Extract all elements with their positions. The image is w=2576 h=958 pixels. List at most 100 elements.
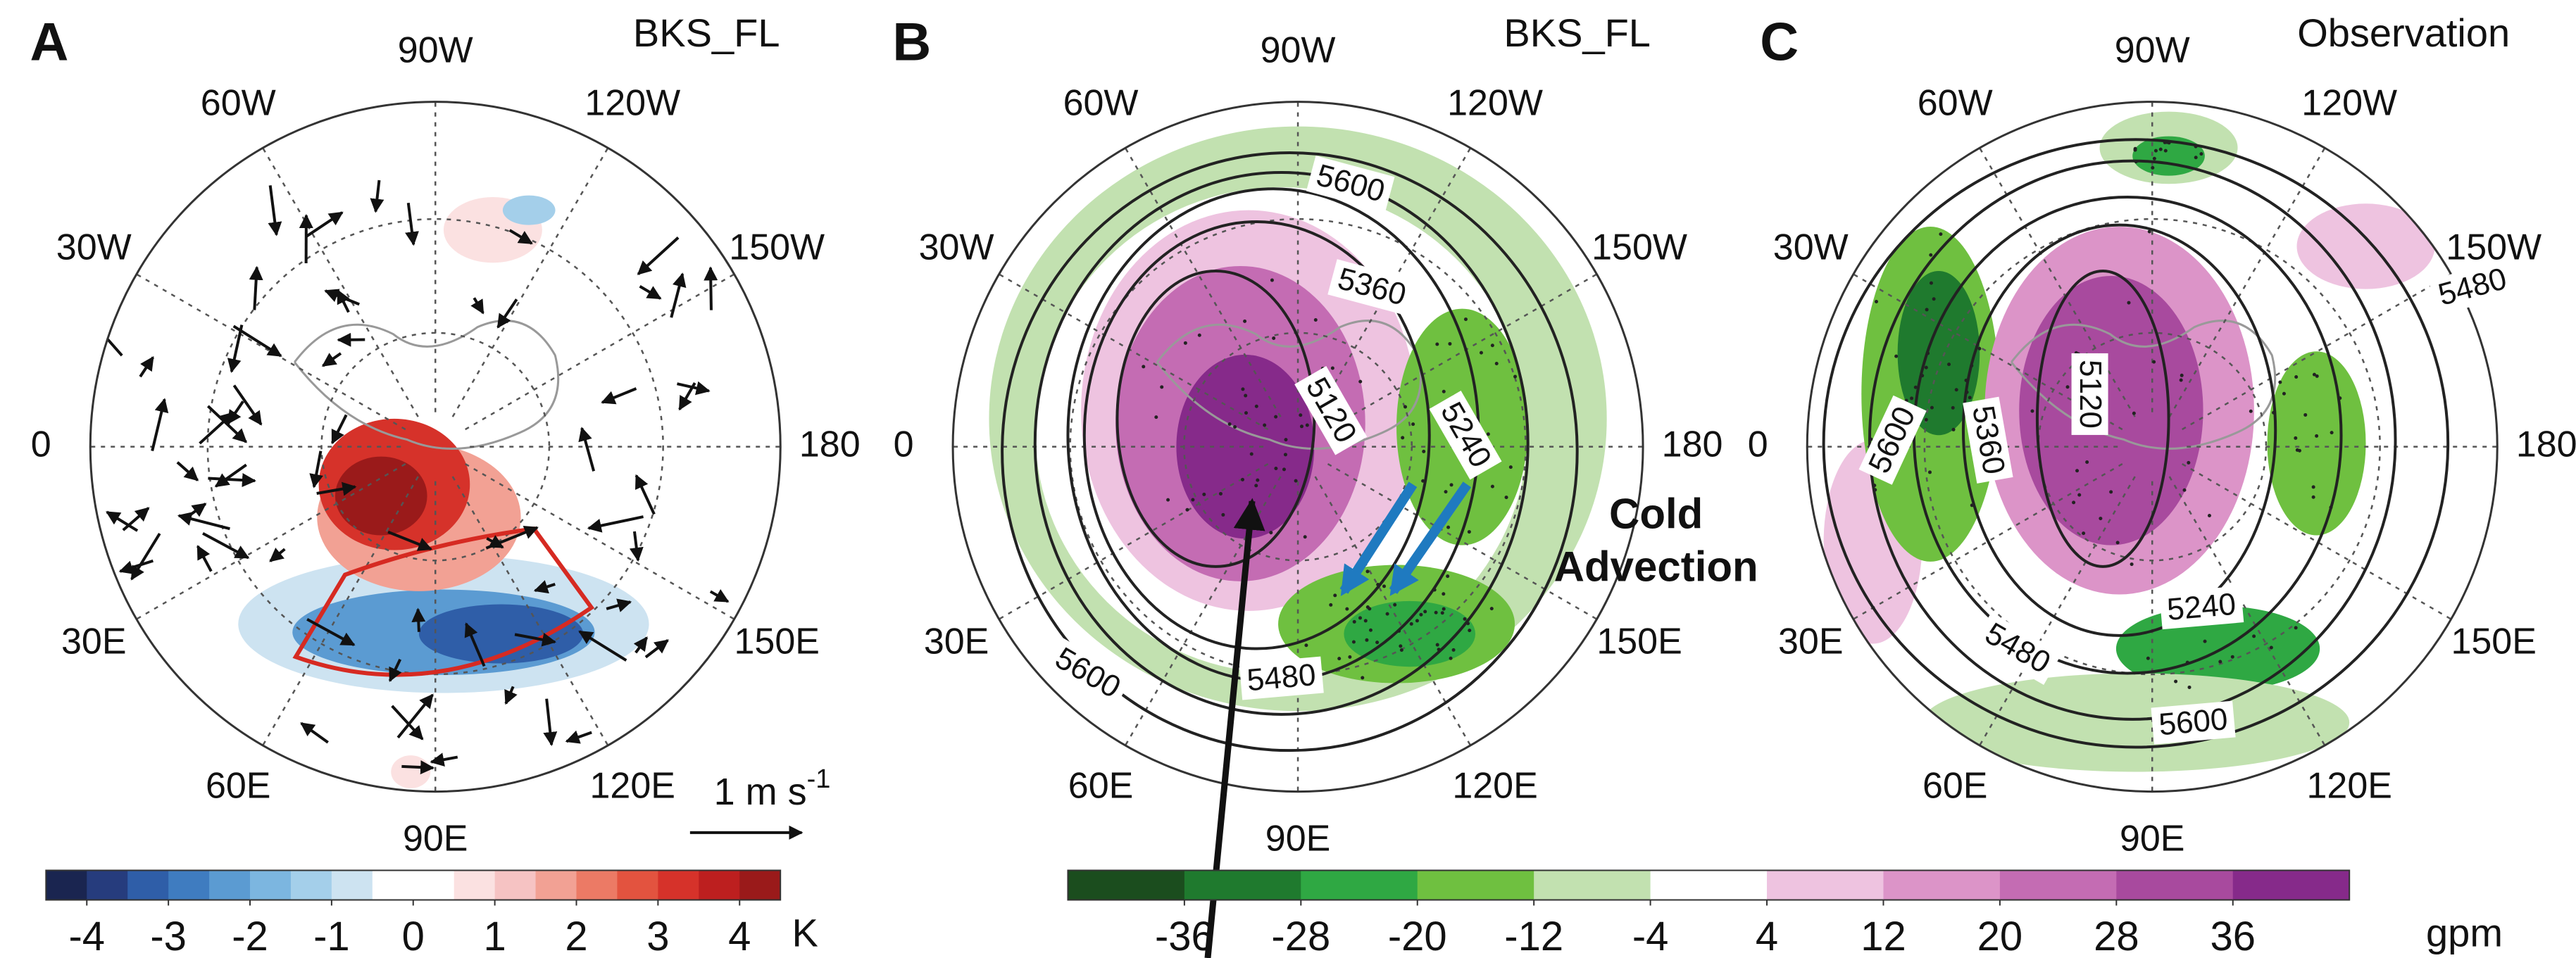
contour-label-bg bbox=[2428, 259, 2517, 316]
stipple bbox=[1154, 415, 1158, 420]
wind-vector bbox=[196, 545, 213, 572]
stipple bbox=[1951, 427, 1956, 431]
wind-vector bbox=[601, 387, 637, 405]
contour-label-bg bbox=[1327, 259, 1416, 316]
stipple bbox=[1348, 655, 1352, 659]
wind-vector bbox=[411, 607, 426, 632]
meridian bbox=[262, 476, 419, 746]
longitude-label: 90E bbox=[403, 818, 468, 859]
stipple bbox=[1913, 385, 1918, 389]
colorbar-box bbox=[1184, 870, 1301, 900]
colorbar-box bbox=[2116, 870, 2234, 900]
stipple bbox=[1401, 436, 1405, 440]
wind-vector bbox=[309, 450, 324, 489]
stipple bbox=[1925, 308, 1929, 312]
stipple bbox=[1249, 452, 1253, 456]
colorbar-box bbox=[413, 870, 455, 900]
stipple bbox=[2152, 360, 2156, 364]
stipple bbox=[1399, 644, 1403, 648]
stipple bbox=[1197, 333, 1201, 337]
stipple bbox=[1403, 405, 1408, 409]
stipple bbox=[1468, 629, 1472, 633]
wind-vector bbox=[578, 427, 596, 472]
longitude-label: 150E bbox=[2451, 621, 2536, 662]
advection-arrow bbox=[1339, 481, 1418, 596]
wind-vector bbox=[405, 202, 419, 246]
stipple bbox=[2311, 495, 2315, 499]
stipple bbox=[1345, 607, 1349, 611]
map-boundary bbox=[1806, 101, 2499, 793]
stipple bbox=[1243, 319, 1247, 323]
panel-letter: C bbox=[1760, 12, 1799, 72]
wind-vector bbox=[391, 705, 424, 740]
stipple bbox=[2030, 409, 2034, 413]
stipple bbox=[1274, 415, 1278, 419]
stipple bbox=[1303, 535, 1307, 539]
stipple bbox=[2185, 660, 2189, 664]
stipple bbox=[1929, 253, 1933, 257]
meridian bbox=[1979, 147, 2136, 417]
colorbar-box bbox=[127, 870, 169, 900]
stipple bbox=[1299, 413, 1303, 417]
longitude-label: 60E bbox=[206, 765, 271, 806]
stipple bbox=[1299, 424, 1303, 429]
stipple bbox=[1964, 378, 1968, 382]
meridian bbox=[1124, 147, 1282, 417]
stipple bbox=[2207, 513, 2211, 517]
stipple bbox=[1393, 603, 1397, 607]
wind-vector bbox=[578, 630, 627, 662]
colorbar-box bbox=[250, 870, 292, 900]
annotation: Advection bbox=[1554, 543, 1758, 590]
contour-label-bg bbox=[1429, 391, 1502, 480]
longitude-label: 60E bbox=[1922, 765, 1988, 806]
colorbar-tick-label: -20 bbox=[1388, 914, 1447, 958]
stipple bbox=[1241, 387, 1245, 391]
stipple bbox=[2146, 656, 2150, 660]
stipple bbox=[1434, 610, 1438, 614]
stipple bbox=[2230, 655, 2234, 659]
stipple bbox=[2085, 460, 2089, 465]
stipple bbox=[1446, 525, 1451, 529]
box-region bbox=[292, 527, 595, 677]
stipple bbox=[1333, 593, 1337, 598]
stipple bbox=[1419, 612, 1423, 617]
stipple bbox=[1385, 612, 1389, 616]
wind-vector bbox=[227, 324, 244, 373]
colorbar-tick-label: -4 bbox=[1632, 914, 1669, 958]
meridian bbox=[1853, 462, 2123, 620]
stipple bbox=[2075, 469, 2080, 473]
colorbar-tick-label: -2 bbox=[232, 914, 268, 958]
colorbar-box bbox=[699, 870, 740, 900]
colorbar-box bbox=[454, 870, 496, 900]
longitude-label: 90W bbox=[2115, 30, 2190, 70]
wind-vector bbox=[634, 474, 656, 515]
stipple bbox=[1375, 641, 1380, 645]
contour bbox=[2035, 269, 2170, 568]
stipple bbox=[1467, 530, 1471, 534]
stipple bbox=[1422, 449, 1426, 453]
polar-map: 90W 120W 150W 180 150E 120E 90E 60E 30E 0 30W 60W bbox=[31, 30, 861, 859]
contour-label: 5120 bbox=[2073, 360, 2108, 429]
colorbar-box bbox=[739, 870, 781, 900]
stipple bbox=[1363, 619, 1368, 623]
wind-vector bbox=[199, 411, 235, 445]
stipple bbox=[1924, 417, 1928, 422]
stipple bbox=[2179, 378, 2183, 382]
stipple bbox=[2282, 391, 2286, 396]
stipple bbox=[1399, 648, 1403, 652]
contour-label-group: 5120 bbox=[2071, 353, 2108, 435]
stipple bbox=[1415, 619, 1419, 623]
wind-vector bbox=[337, 289, 350, 313]
stipple bbox=[1924, 365, 1928, 370]
wind-vector bbox=[633, 636, 649, 654]
stipple bbox=[1440, 611, 1444, 615]
stipple bbox=[2315, 374, 2319, 378]
colorbar-box bbox=[46, 870, 87, 900]
polar-map: 90W 120W 150W 180 150E 120E 90E 60E 30E 0 30W 60W 54… bbox=[1748, 30, 2576, 859]
stipple bbox=[1269, 531, 1273, 535]
wind-vector bbox=[464, 622, 486, 667]
stipple bbox=[1442, 607, 1446, 611]
colorbar-tick-label: -4 bbox=[68, 914, 105, 958]
stipple bbox=[2252, 634, 2256, 638]
stipple bbox=[1449, 483, 1453, 487]
